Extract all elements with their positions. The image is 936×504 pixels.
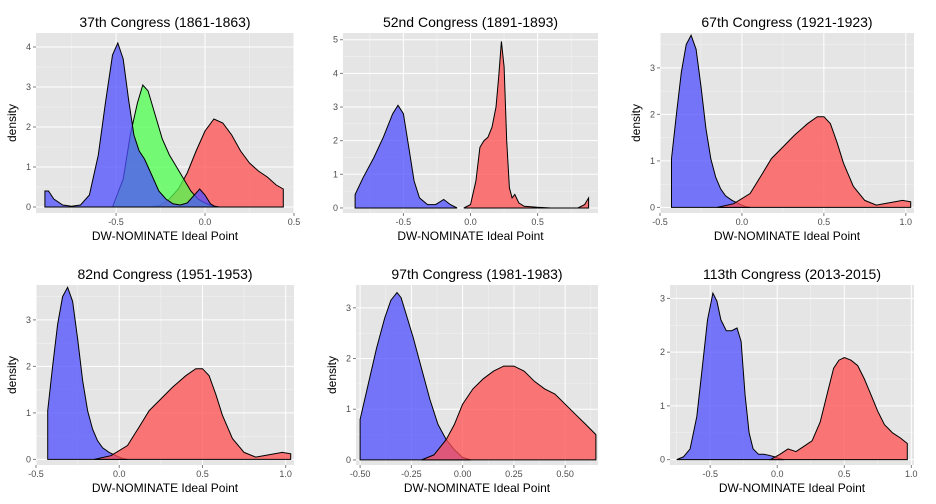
- panel-title: 97th Congress (1981-1983): [391, 266, 562, 282]
- x-axis-label: DW-NOMINATE Ideal Point: [92, 229, 239, 243]
- y-tick-label: 3: [333, 102, 338, 112]
- y-tick-label: 2: [333, 136, 338, 146]
- x-tick-label: 0.25: [505, 469, 523, 479]
- y-axis-label: density: [5, 104, 19, 142]
- y-tick-label: 2: [26, 361, 31, 371]
- y-tick-label: 3: [660, 293, 665, 303]
- y-axis-label: density: [629, 104, 643, 142]
- y-tick-label: 2: [660, 347, 665, 357]
- y-tick-label: 1: [650, 156, 655, 166]
- x-tick-label: 0.0: [464, 217, 477, 227]
- x-tick-label: 0.0: [771, 469, 784, 479]
- y-tick-label: 0: [333, 203, 338, 213]
- x-tick-label: 0.5: [196, 469, 209, 479]
- y-tick-label: 1: [660, 401, 665, 411]
- y-axis-label: density: [5, 356, 19, 394]
- y-tick-label: 4: [26, 42, 31, 52]
- y-tick-label: 1: [333, 169, 338, 179]
- y-tick-label: 2: [650, 109, 655, 119]
- y-tick-label: 3: [650, 63, 655, 73]
- x-tick-label: -0.5: [652, 217, 668, 227]
- x-tick-label: -0.5: [28, 469, 44, 479]
- x-tick-label: -0.25: [401, 469, 422, 479]
- x-axis-label: DW-NOMINATE Ideal Point: [714, 229, 861, 243]
- x-tick-label: 0.0: [199, 217, 212, 227]
- panel-title: 113th Congress (2013-2015): [703, 266, 881, 282]
- x-tick-label: 1.0: [905, 469, 918, 479]
- y-tick-label: 0: [26, 454, 31, 464]
- y-axis-label: density: [325, 356, 339, 394]
- density-area-1: [676, 291, 785, 461]
- x-tick-label: -0.5: [108, 217, 124, 227]
- y-tick-label: 1: [26, 408, 31, 418]
- x-axis-label: DW-NOMINATE Ideal Point: [404, 481, 551, 495]
- panel-title: 82nd Congress (1951-1953): [77, 266, 252, 282]
- panel-1: -0.5 0.0 0.5 0 1 2 3 4 37th Congress (1861-1863)…: [5, 14, 300, 243]
- density-area-2: [768, 356, 908, 461]
- y-tick-label: 0: [660, 455, 665, 465]
- x-tick-label: 0.5: [838, 469, 851, 479]
- y-tick-label: 0: [26, 202, 31, 212]
- x-tick-label: 0.0: [736, 217, 749, 227]
- x-tick-label: -0.50: [350, 469, 371, 479]
- y-tick-label: 1: [26, 162, 31, 172]
- y-tick-label: 3: [26, 82, 31, 92]
- density-area-3: [44, 41, 218, 208]
- x-axis-label: DW-NOMINATE Ideal Point: [397, 229, 544, 243]
- x-axis-label: DW-NOMINATE Ideal Point: [92, 481, 239, 495]
- x-tick-label: 0.5: [818, 217, 831, 227]
- density-area-2: [463, 41, 590, 209]
- panel-3: -0.5 0.0 0.5 1.0 0 1 2 3 67th Congress (1921-192…: [629, 14, 914, 243]
- x-tick-label: -0.5: [702, 469, 718, 479]
- y-tick-label: 2: [26, 122, 31, 132]
- density-area-2: [717, 116, 912, 208]
- density-area-2: [94, 368, 292, 460]
- y-tick-label: 4: [333, 68, 338, 78]
- density-area-2: [421, 365, 597, 461]
- panel-5: -0.50 -0.25 0.00 0.25 0.50 0 1 2 3 97th Congress …: [325, 266, 598, 495]
- y-tick-label: 3: [26, 315, 31, 325]
- y-tick-label: 1: [346, 404, 351, 414]
- panel-4: -0.5 0.0 0.5 1.0 0 1 2 3 82nd Congress (1951-195…: [5, 266, 294, 495]
- x-axis-label: DW-NOMINATE Ideal Point: [719, 481, 866, 495]
- panel-title: 37th Congress (1861-1863): [79, 14, 250, 30]
- panel-6: -0.5 0.0 0.5 1.0 0 1 2 3 113th Congress (2013-20…: [660, 266, 918, 495]
- x-tick-label: 0.50: [556, 469, 574, 479]
- x-tick-label: 0.5: [531, 217, 544, 227]
- y-tick-label: 0: [650, 202, 655, 212]
- panel-title: 67th Congress (1921-1923): [701, 14, 872, 30]
- y-tick-label: 3: [346, 303, 351, 313]
- y-tick-label: 2: [346, 354, 351, 364]
- panel-title: 52nd Congress (1891-1893): [383, 14, 558, 30]
- x-tick-label: 1.0: [900, 217, 913, 227]
- y-tick-label: 0: [346, 455, 351, 465]
- x-tick-label: 1.0: [279, 469, 292, 479]
- x-tick-label: 0.5: [288, 217, 301, 227]
- y-tick-label: 5: [333, 35, 338, 45]
- density-area-1: [354, 104, 458, 209]
- panel-2: -0.5 0.0 0.5 0 1 2 3 4 5 52nd Congress (1891-1893…: [333, 14, 598, 243]
- x-tick-label: 0.0: [113, 469, 126, 479]
- x-tick-label: -0.5: [396, 217, 412, 227]
- x-tick-label: 0.00: [454, 469, 472, 479]
